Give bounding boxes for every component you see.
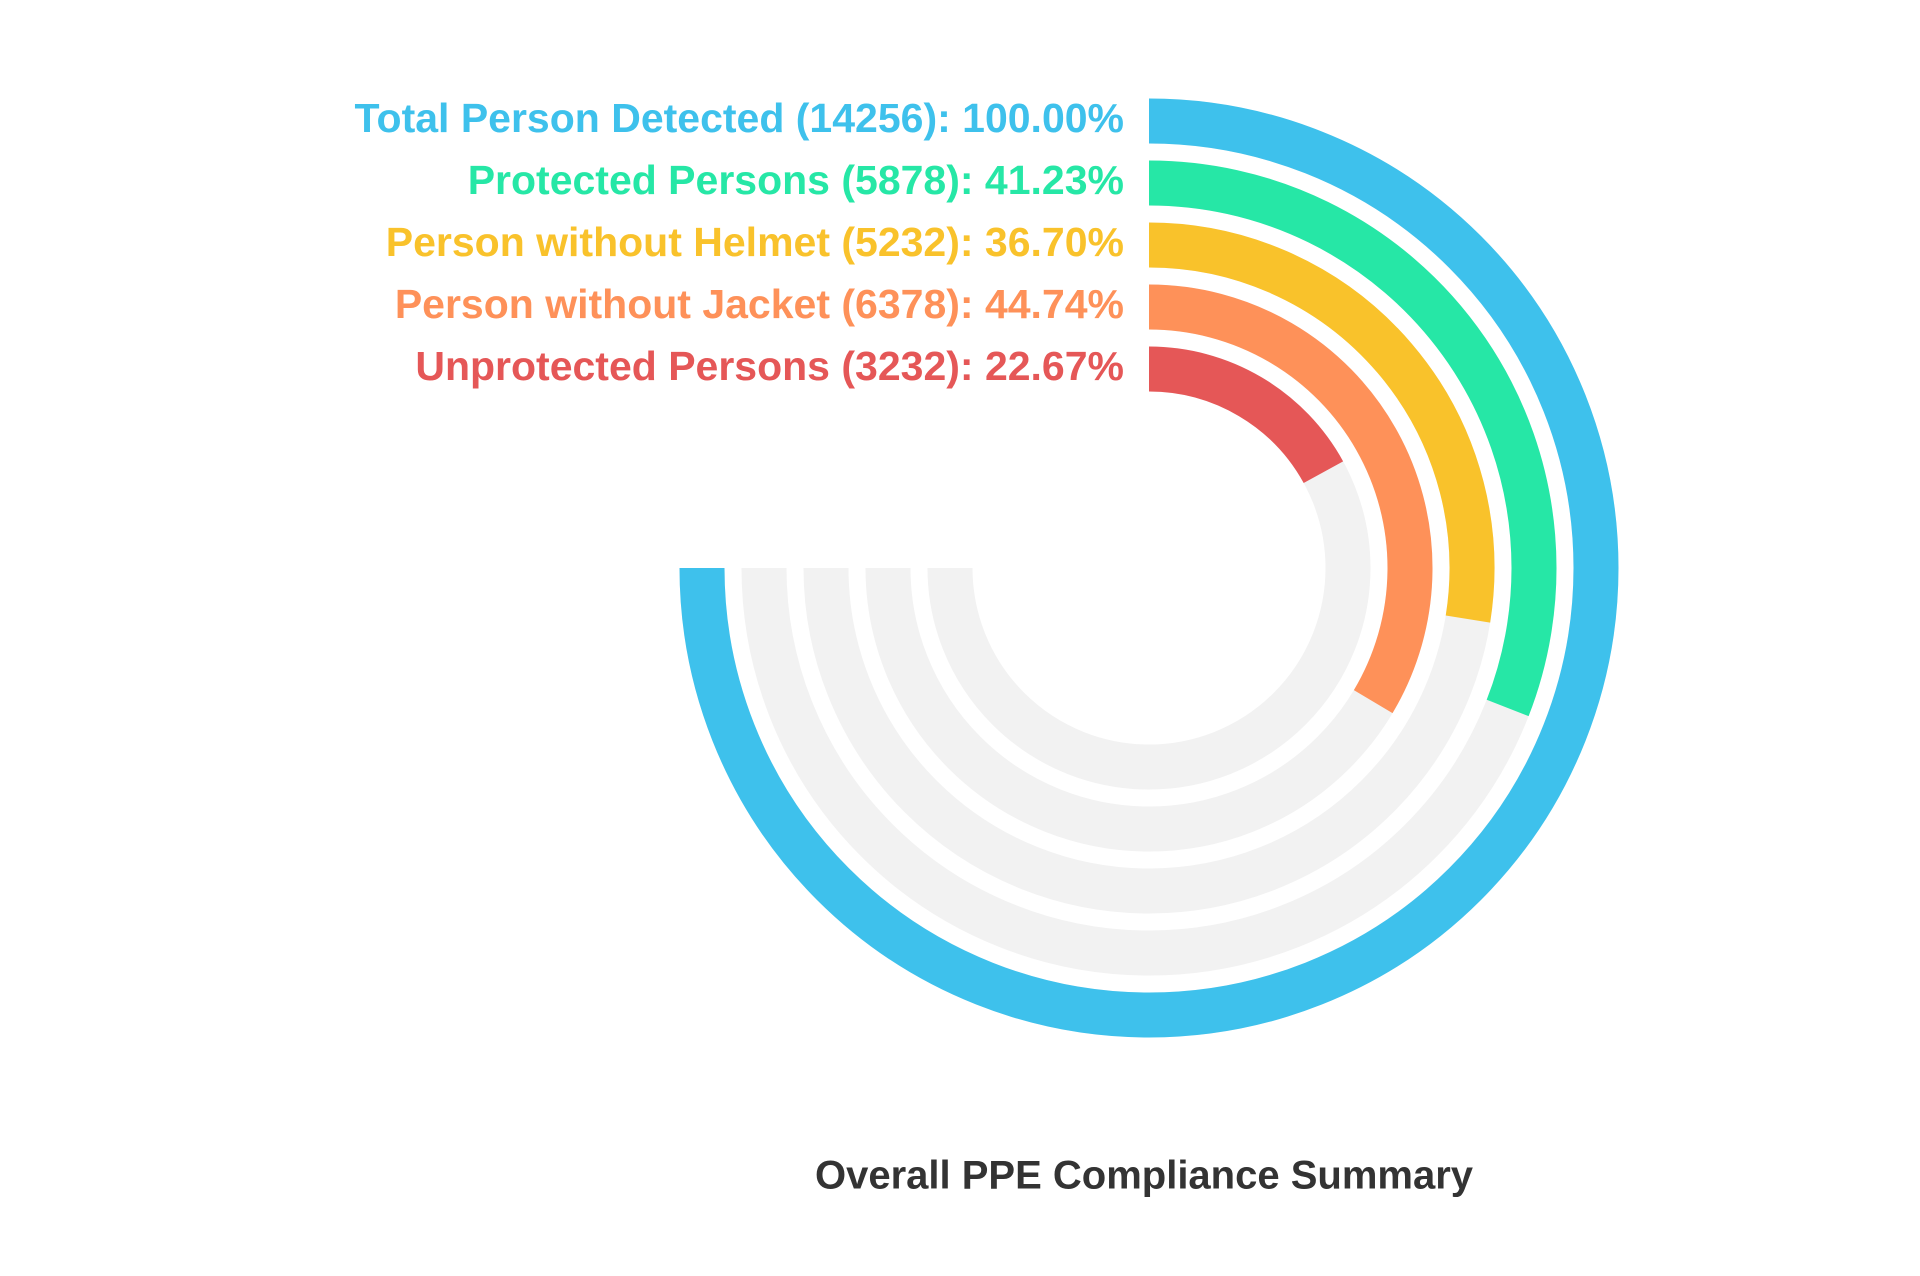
bar-label: Person without Helmet (5232): 36.70% <box>386 219 1124 265</box>
bar-label: Total Person Detected (14256): 100.00% <box>355 95 1124 141</box>
bar-label: Protected Persons (5878): 41.23% <box>468 157 1124 203</box>
chart-title: Overall PPE Compliance Summary <box>815 1154 1474 1198</box>
radial-bar <box>1148 160 1557 717</box>
bar-label: Person without Jacket (6378): 44.74% <box>395 281 1124 327</box>
radial-bar <box>679 98 1619 1038</box>
bar-label: Unprotected Persons (3232): 22.67% <box>415 343 1124 389</box>
radial-bar <box>1148 284 1433 714</box>
radial-bar <box>1148 346 1344 484</box>
radial-bar <box>1148 222 1495 623</box>
